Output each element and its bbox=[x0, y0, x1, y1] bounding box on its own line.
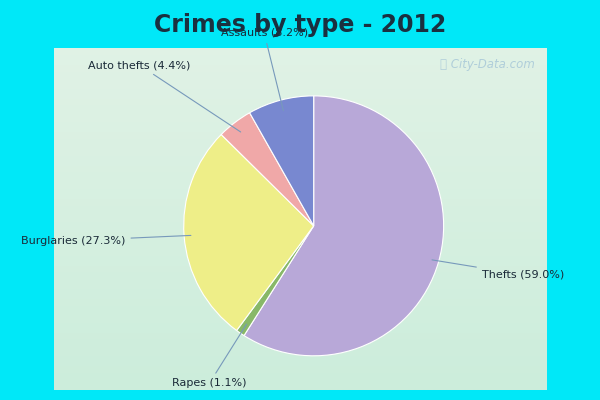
Text: Auto thefts (4.4%): Auto thefts (4.4%) bbox=[88, 60, 241, 132]
Wedge shape bbox=[250, 96, 314, 226]
Wedge shape bbox=[221, 113, 314, 226]
Text: Crimes by type - 2012: Crimes by type - 2012 bbox=[154, 13, 446, 37]
Wedge shape bbox=[236, 226, 314, 336]
Wedge shape bbox=[244, 96, 443, 356]
Wedge shape bbox=[184, 134, 314, 330]
Text: Rapes (1.1%): Rapes (1.1%) bbox=[172, 324, 247, 388]
Text: Thefts (59.0%): Thefts (59.0%) bbox=[432, 260, 564, 280]
Text: ⓘ City-Data.com: ⓘ City-Data.com bbox=[440, 58, 535, 70]
Text: Burglaries (27.3%): Burglaries (27.3%) bbox=[21, 236, 191, 246]
Text: Assaults (8.2%): Assaults (8.2%) bbox=[221, 28, 308, 111]
